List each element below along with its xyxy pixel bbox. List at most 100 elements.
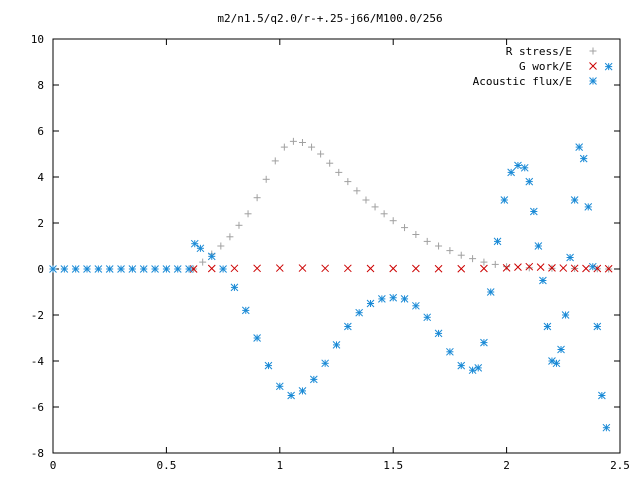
y-tick-label: 0 — [37, 263, 44, 276]
data-point — [49, 265, 57, 273]
data-point — [219, 265, 227, 273]
legend-label: R stress/E — [506, 45, 572, 58]
series-star — [49, 62, 613, 432]
data-point — [253, 194, 261, 202]
data-point — [507, 168, 515, 177]
data-point — [332, 341, 341, 349]
data-point — [353, 187, 361, 195]
data-point — [362, 196, 370, 204]
data-point — [105, 265, 114, 273]
data-point — [602, 423, 611, 432]
data-point — [71, 265, 80, 273]
data-point — [401, 224, 409, 232]
chart-title: m2/n1.5/q2.0/r-+.25-j66/M100.0/256 — [217, 12, 442, 25]
data-point — [486, 288, 495, 296]
data-point — [584, 203, 593, 211]
x-tick-label: 0 — [50, 459, 57, 472]
data-point — [298, 387, 307, 395]
x-tick-label: 1 — [276, 459, 283, 472]
series-plus — [190, 137, 613, 273]
data-point — [604, 62, 613, 71]
data-point — [217, 242, 225, 250]
data-point — [262, 175, 270, 183]
axis-ticks: 0 0.5 1 1.5 2 2.5 -8 -6 -4 -2 0 2 4 6 8 10 — [31, 33, 630, 472]
data-point — [480, 338, 488, 347]
data-point — [570, 264, 579, 273]
y-tick-label: 6 — [37, 125, 44, 138]
data-point — [570, 196, 579, 204]
x-tick-label: 1.5 — [383, 459, 403, 472]
data-point — [355, 308, 364, 317]
data-point — [588, 262, 597, 271]
data-point — [412, 301, 420, 310]
data-point — [185, 265, 193, 273]
data-point — [199, 258, 207, 266]
data-point — [139, 265, 148, 273]
legend-marker — [589, 47, 597, 55]
data-point — [190, 239, 199, 248]
data-point — [289, 137, 297, 145]
data-point — [207, 252, 216, 261]
data-point — [502, 263, 511, 272]
data-point — [493, 237, 502, 246]
data-point — [230, 283, 239, 292]
data-point — [343, 322, 352, 331]
y-tick-label: 2 — [37, 217, 44, 230]
data-point — [271, 157, 279, 165]
x-tick-label: 2.5 — [610, 459, 630, 472]
data-point — [514, 263, 522, 272]
data-point — [366, 264, 375, 273]
data-point — [480, 264, 488, 273]
data-point — [480, 258, 488, 266]
data-point — [378, 295, 386, 303]
data-point — [529, 207, 538, 216]
data-point — [366, 299, 375, 308]
data-point — [559, 264, 568, 272]
data-point — [264, 361, 273, 370]
data-point — [434, 264, 443, 273]
data-point — [491, 260, 499, 268]
data-point — [83, 265, 91, 273]
data-point — [423, 313, 432, 322]
data-point — [503, 263, 511, 271]
data-point — [514, 161, 522, 170]
y-tick-label: -4 — [31, 355, 45, 368]
data-point — [552, 359, 561, 368]
data-point — [335, 168, 343, 176]
y-tick-label: -8 — [31, 447, 44, 460]
data-point — [536, 263, 545, 272]
data-point — [566, 253, 574, 262]
data-point — [389, 264, 398, 273]
data-point — [117, 265, 125, 273]
data-point — [241, 306, 250, 315]
data-point — [308, 143, 316, 151]
y-tick-label: 8 — [37, 79, 44, 92]
data-point — [539, 276, 547, 285]
data-point — [343, 264, 352, 273]
data-point — [287, 391, 295, 400]
data-point — [525, 264, 533, 272]
data-point — [469, 255, 477, 263]
data-point — [579, 154, 588, 163]
legend-label: G work/E — [519, 60, 572, 73]
data-point — [94, 265, 103, 273]
data-point — [151, 265, 159, 273]
data-point — [525, 262, 534, 271]
legend-marker — [589, 62, 597, 70]
data-point — [321, 359, 330, 368]
data-point — [317, 150, 325, 158]
data-point — [446, 347, 454, 356]
data-point — [326, 159, 334, 167]
x-tick-label: 2 — [503, 459, 510, 472]
data-point — [280, 143, 288, 151]
y-tick-label: 10 — [31, 33, 44, 46]
data-point — [173, 265, 182, 273]
data-point — [380, 210, 388, 218]
y-tick-label: -2 — [31, 309, 44, 322]
data-point — [575, 143, 584, 151]
data-point — [253, 264, 261, 273]
data-point — [207, 264, 216, 273]
data-point — [598, 391, 606, 400]
data-point — [400, 295, 409, 303]
data-point — [457, 251, 465, 259]
